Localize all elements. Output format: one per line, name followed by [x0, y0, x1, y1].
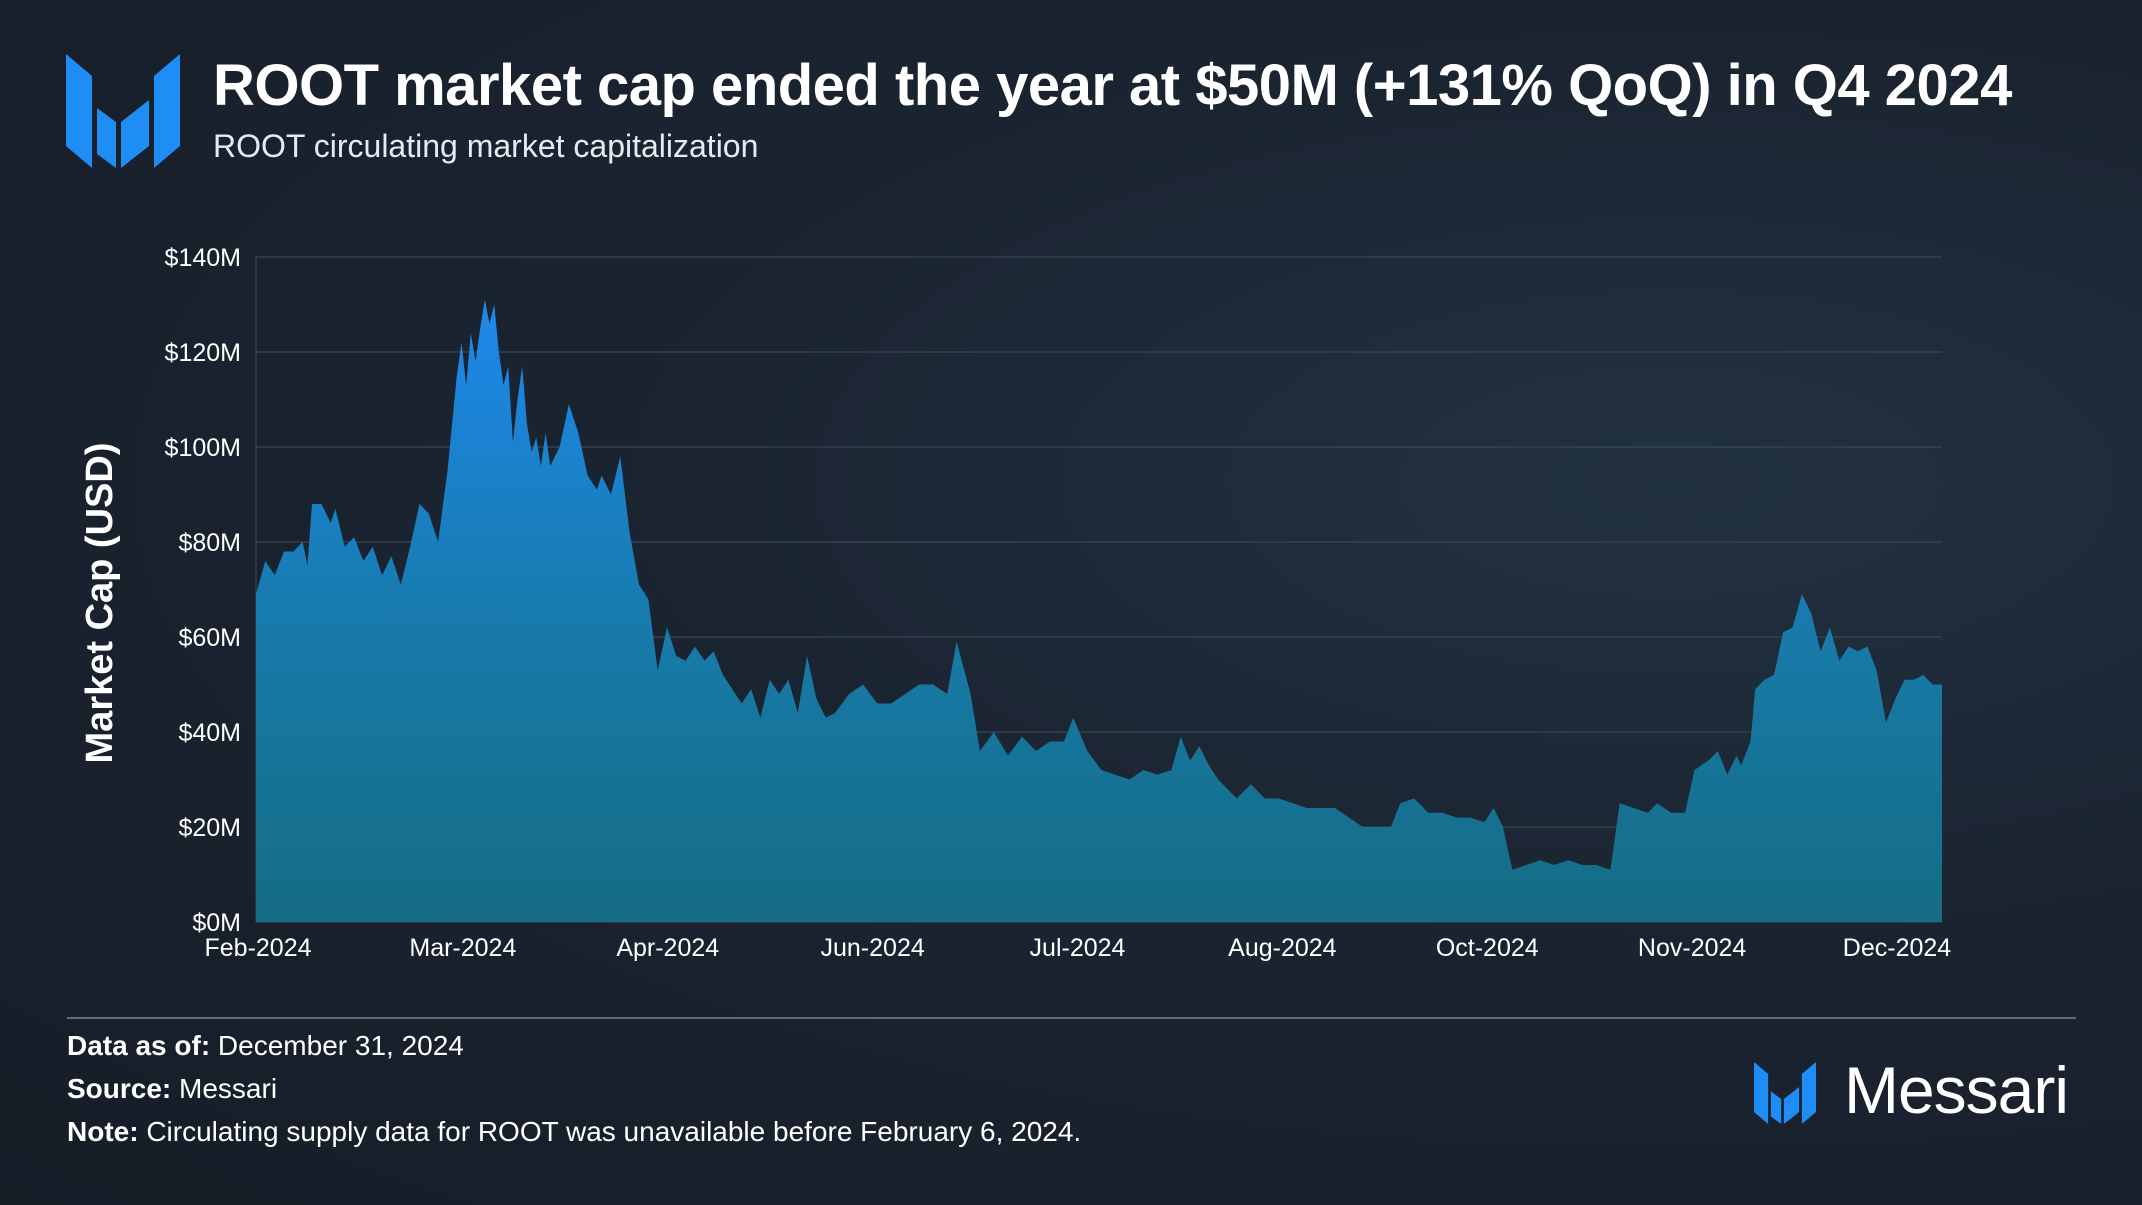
page-subtitle: ROOT circulating market capitalization: [213, 128, 759, 164]
y-axis-label: Market Cap (USD): [79, 443, 121, 764]
x-tick-label: Mar-2024: [409, 934, 516, 962]
source-line: Source: Messari: [67, 1073, 278, 1104]
data-as-of: Data as of: December 31, 2024: [67, 1030, 464, 1061]
y-tick-label: $140M: [165, 244, 241, 272]
y-tick-label: $20M: [178, 814, 241, 842]
y-tick-label: $0M: [192, 909, 241, 937]
y-tick-label: $40M: [178, 719, 241, 747]
y-tick-label: $100M: [165, 434, 241, 462]
messari-logo-icon: [66, 54, 180, 168]
market-cap-area: [256, 299, 1942, 922]
page-title: ROOT market cap ended the year at $50M (…: [213, 53, 2012, 118]
x-tick-label: Jul-2024: [1030, 934, 1126, 962]
messari-brand: Messari: [1752, 1053, 2092, 1127]
brand-wordmark: Messari: [1844, 1053, 2069, 1127]
area-series: [256, 299, 1942, 922]
note-line: Note: Circulating supply data for ROOT w…: [67, 1116, 1082, 1147]
x-tick-label: Apr-2024: [616, 934, 719, 962]
x-tick-label: Oct-2024: [1436, 934, 1539, 962]
x-tick-label: Feb-2024: [204, 934, 311, 962]
y-tick-label: $60M: [178, 624, 241, 652]
messari-brand-icon: [1754, 1062, 1816, 1124]
x-tick-label: Aug-2024: [1228, 934, 1337, 962]
market-cap-chart: $0M $20M $40M $60M $80M $100M $120M $140M Feb-2…: [79, 244, 1951, 962]
x-tick-label: Dec-2024: [1843, 934, 1951, 962]
y-axis-ticks: $0M $20M $40M $60M $80M $100M $120M $140M: [165, 244, 241, 937]
x-tick-label: Jun-2024: [821, 934, 925, 962]
x-axis-ticks: Feb-2024 Mar-2024 Apr-2024 Jun-2024 Jul-2024…: [204, 934, 1951, 962]
y-tick-label: $120M: [165, 339, 241, 367]
footer-divider: [67, 1017, 2076, 1019]
x-tick-label: Nov-2024: [1638, 934, 1746, 962]
y-tick-label: $80M: [178, 529, 241, 557]
